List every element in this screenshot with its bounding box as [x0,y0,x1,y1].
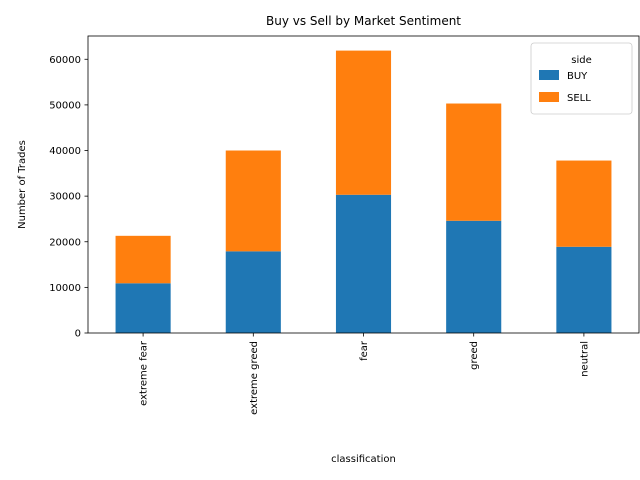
y-tick-label: 30000 [49,192,81,203]
bar-fear-buy [335,194,392,333]
bar-extreme-fear-sell [115,235,171,284]
bar-fear-sell [335,50,392,195]
bar-extreme-greed-buy [225,251,281,333]
bar-extreme-greed-sell [225,150,281,252]
legend-swatch-buy [539,70,559,80]
x-tick-label: extreme fear [139,340,150,406]
x-tick-label: greed [469,341,480,370]
x-tick-label: fear [359,340,370,361]
legend-label-sell: SELL [567,93,591,104]
legend-swatch-sell [539,92,559,102]
plot-area [115,50,612,333]
y-tick-label: 50000 [49,100,81,111]
x-axis-label: classification [331,454,396,465]
legend-title: side [571,55,592,66]
bar-greed-sell [446,103,502,221]
bar-extreme-fear-buy [115,283,171,333]
legend: side BUY SELL [530,42,633,115]
y-tick-label: 0 [75,329,81,340]
chart-title: Buy vs Sell by Market Sentiment [266,14,461,28]
x-tick-label: extreme greed [249,341,260,415]
x-tick-label: neutral [579,341,590,377]
y-tick-label: 40000 [49,146,81,157]
bar-greed-buy [446,220,502,333]
y-tick-label: 60000 [49,55,81,66]
y-tick-label: 20000 [49,237,81,248]
legend-label-buy: BUY [567,71,588,82]
bar-neutral-buy [556,246,612,333]
y-axis-label: Number of Trades [17,140,28,229]
y-tick-label: 10000 [49,283,81,294]
bar-neutral-sell [556,160,612,247]
